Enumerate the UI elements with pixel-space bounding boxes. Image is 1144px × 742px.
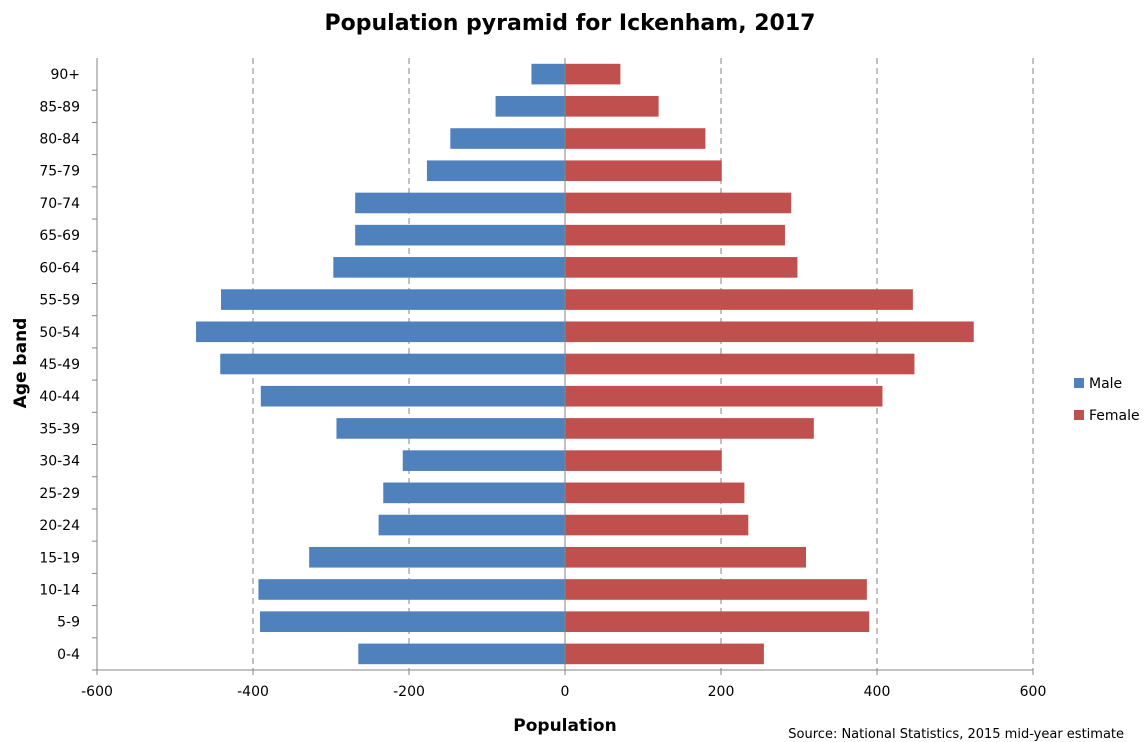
bar-female-75-79	[565, 160, 722, 182]
bar-female-0-4	[565, 643, 764, 665]
bar-female-20-24	[565, 514, 749, 536]
bar-male-65-69	[355, 224, 565, 246]
y-tick-label: 5-9	[57, 615, 80, 631]
chart-title: Population pyramid for Ickenham, 2017	[325, 11, 816, 36]
x-tick-labels: -600 -400 -200 0 200 400 600	[81, 670, 1046, 700]
bar-female-25-29	[565, 482, 745, 504]
y-tick-label: 90+	[50, 67, 80, 83]
bar-female-65-69	[565, 224, 785, 246]
y-tick-label: 20-24	[39, 518, 80, 534]
x-axis-title: Population	[513, 716, 616, 736]
y-tick-labels: 0-4 5-9 10-14 15-19 20-24 25-29 30-34 35-39 40-4…	[39, 58, 98, 671]
x-tick-label: 200	[708, 684, 735, 700]
bar-male-30-34	[402, 450, 565, 471]
legend-swatch-female	[1074, 410, 1084, 420]
y-tick-label: 85-89	[39, 99, 80, 115]
x-tick-label: -200	[393, 684, 425, 700]
bar-male-80-84	[450, 128, 565, 149]
y-tick-label: 10-14	[39, 582, 80, 598]
y-tick-label: 55-59	[39, 293, 80, 309]
bar-male-20-24	[378, 514, 565, 536]
x-tick-label: 600	[1020, 684, 1047, 700]
bar-female-70-74	[565, 192, 792, 214]
legend-swatch-male	[1074, 378, 1084, 388]
bar-male-90+	[531, 63, 565, 85]
bar-male-45-49	[220, 353, 566, 375]
y-tick-label: 30-34	[39, 454, 80, 470]
bar-female-50-54	[565, 321, 974, 343]
legend-label-male: Male	[1089, 376, 1122, 392]
bar-female-5-9	[565, 611, 870, 632]
bar-male-60-64	[333, 257, 565, 278]
bar-female-35-39	[565, 418, 814, 439]
bar-male-85-89	[495, 96, 565, 117]
bars	[196, 63, 974, 665]
bar-male-15-19	[309, 546, 565, 568]
bar-female-10-14	[565, 579, 867, 600]
y-tick-label: 25-29	[39, 486, 80, 502]
y-tick-label: 0-4	[57, 647, 80, 663]
bar-male-5-9	[260, 611, 565, 632]
x-tick-label: 400	[864, 684, 891, 700]
bar-female-40-44	[565, 385, 883, 407]
bar-female-15-19	[565, 546, 807, 568]
bar-male-35-39	[336, 418, 565, 439]
bar-female-55-59	[565, 289, 913, 310]
bar-female-30-34	[565, 450, 722, 471]
bar-female-80-84	[565, 128, 706, 149]
source-note: Source: National Statistics, 2015 mid-ye…	[788, 727, 1124, 742]
x-tick-label: 0	[561, 684, 570, 700]
legend-label-female: Female	[1089, 408, 1140, 424]
y-tick-label: 60-64	[39, 260, 80, 276]
y-tick-label: 70-74	[39, 196, 80, 212]
y-tick-label: 45-49	[39, 357, 80, 373]
y-axis-title: Age band	[11, 318, 31, 409]
bar-male-70-74	[355, 192, 565, 214]
bar-male-75-79	[426, 160, 565, 182]
y-tick-label: 15-19	[39, 550, 80, 566]
bar-male-55-59	[221, 289, 565, 310]
bar-male-0-4	[358, 643, 565, 665]
bar-female-60-64	[565, 257, 798, 278]
bar-male-25-29	[383, 482, 565, 504]
bar-male-40-44	[260, 385, 565, 407]
bar-female-85-89	[565, 96, 659, 117]
legend: Male Female	[1074, 376, 1140, 424]
y-tick-label: 65-69	[39, 228, 80, 244]
x-tick-label: -600	[81, 684, 113, 700]
y-tick-label: 35-39	[39, 421, 80, 437]
y-tick-label: 75-79	[39, 164, 80, 180]
bar-female-90+	[565, 63, 621, 85]
bar-male-10-14	[258, 579, 565, 600]
bar-female-45-49	[565, 353, 915, 375]
y-tick-label: 50-54	[39, 325, 80, 341]
y-tick-label: 40-44	[39, 389, 80, 405]
y-tick-label: 80-84	[39, 132, 80, 148]
x-tick-label: -400	[237, 684, 269, 700]
bar-male-50-54	[196, 321, 565, 343]
